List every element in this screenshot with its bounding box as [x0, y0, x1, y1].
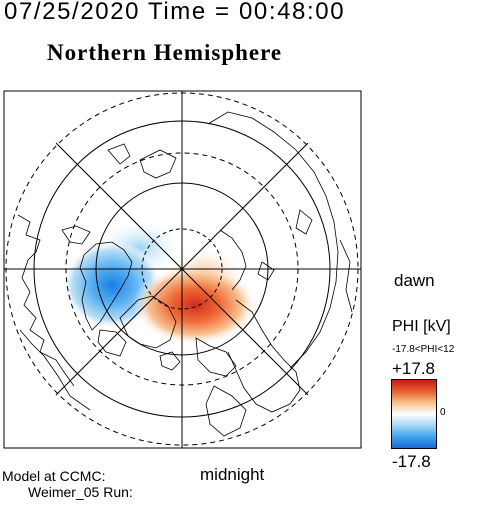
- colorbar-range: -17.8<PHI<12: [392, 344, 455, 355]
- colorbar-max-label: +17.8: [392, 359, 436, 378]
- date-time-title: 07/25/2020 Time = 00:48:00: [4, 0, 346, 25]
- dawn-label: dawn: [394, 271, 435, 290]
- midnight-label: midnight: [200, 465, 265, 484]
- meridians: [4, 91, 361, 448]
- colorbar-title: PHI [kV]: [392, 318, 451, 335]
- colorbar-min-label: -17.8: [392, 452, 431, 471]
- colorbar: [391, 379, 437, 449]
- potential-field: [62, 218, 257, 345]
- model-label: Model at CCMC:: [2, 468, 106, 484]
- colorbar-zero-label: 0: [440, 407, 446, 418]
- hemisphere-title: Northern Hemisphere: [47, 40, 283, 65]
- run-label: Weimer_05 Run:: [28, 484, 133, 500]
